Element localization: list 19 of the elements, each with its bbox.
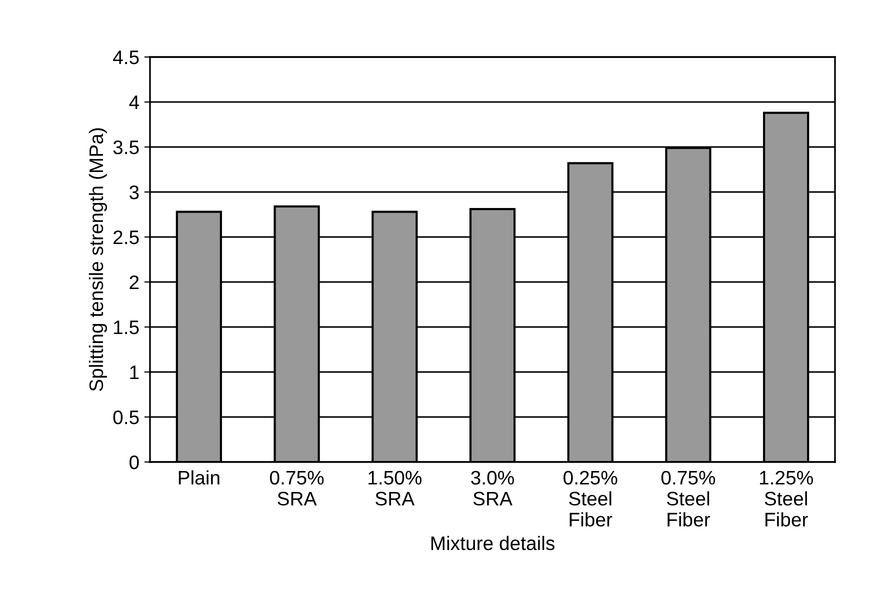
y-tick-label: 4.5 (113, 50, 139, 64)
y-axis-title: Splitting tensile strength (MPa) (88, 128, 107, 391)
y-tick-label: 0 (130, 455, 139, 470)
x-tick-label: Plain (178, 470, 220, 485)
x-tick-label: 3.0% SRA (471, 470, 514, 506)
y-tick-label: 1.5 (114, 320, 139, 334)
x-tick-label: 0.75% SRA (270, 470, 324, 506)
y-tick-label: 2.5 (114, 230, 139, 244)
x-tick-label: 1.25% Steel Fiber (760, 470, 813, 527)
y-tick-label: 0.5 (113, 410, 139, 424)
x-tick-label: 0.25% Steel Fiber (564, 470, 618, 527)
x-axis-title: Mixture details (431, 536, 554, 550)
y-tick-label: 3.5 (113, 140, 139, 154)
x-tick-label: 0.75% Steel Fiber (661, 470, 716, 527)
y-tick-label: 2 (130, 275, 139, 290)
y-tick-label: 1 (130, 366, 139, 380)
x-tick-label: 1.50% SRA (368, 470, 422, 506)
y-tick-label: 3 (130, 185, 139, 200)
y-tick-label: 4 (129, 96, 140, 110)
